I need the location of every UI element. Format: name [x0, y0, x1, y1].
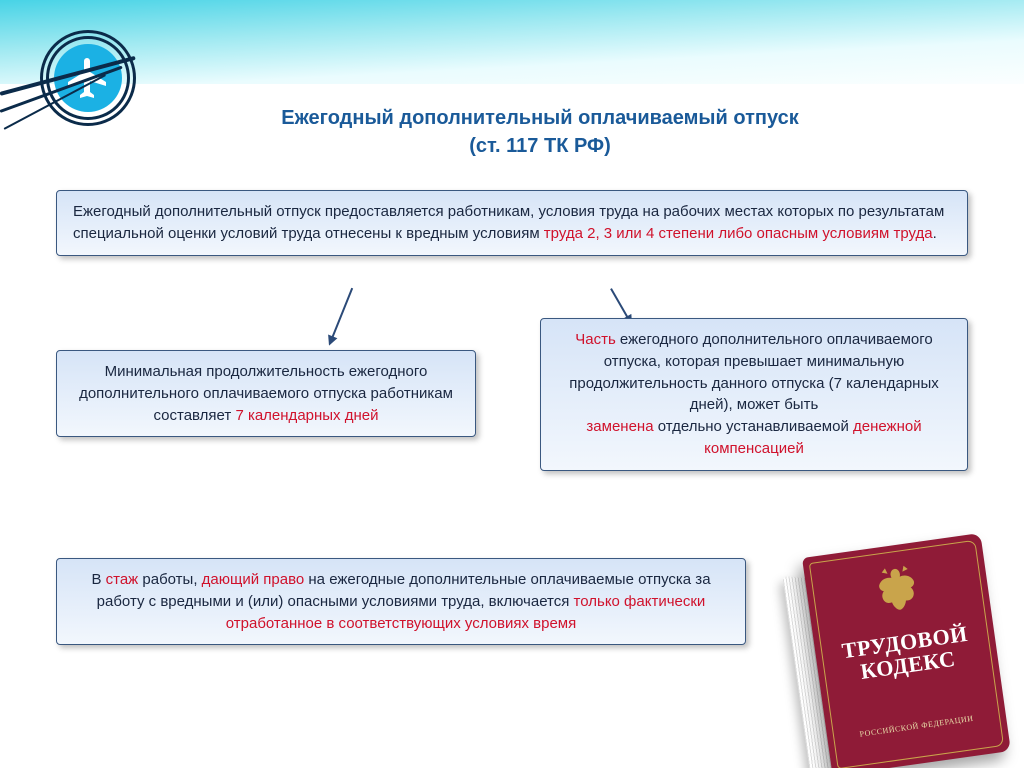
labor-code-book: ТРУДОВОЙ КОДЕКС РОССИЙСКОЙ ФЕДЕРАЦИИ [751, 523, 1011, 768]
highlight-text: заменена [586, 418, 653, 435]
highlight-text: дающий право [202, 571, 305, 588]
highlight-text: труда 2, 3 или 4 степени либо опасным ус… [544, 225, 933, 242]
main-premise-box: Ежегодный дополнительный отпуск предоста… [56, 190, 968, 256]
arrow-to-left-box [329, 288, 353, 344]
highlight-text: 7 календарных дней [235, 407, 378, 424]
text: отдельно устанавливаемой [654, 418, 853, 435]
title-line-1: Ежегодный дополнительный оплачиваемый от… [190, 104, 890, 132]
coat-of-arms-icon [864, 559, 932, 627]
highlight-text: Часть [575, 331, 616, 348]
slide: Ежегодный дополнительный оплачиваемый от… [0, 0, 1024, 768]
header-gradient [0, 0, 1024, 84]
min-duration-box: Минимальная продолжительность ежегодного… [56, 350, 476, 437]
stazh-box: В стаж работы, дающий право на ежегодные… [56, 558, 746, 645]
title-line-2: (ст. 117 ТК РФ) [190, 132, 890, 160]
book-cover: ТРУДОВОЙ КОДЕКС РОССИЙСКОЙ ФЕДЕРАЦИИ [802, 533, 1011, 768]
slide-title: Ежегодный дополнительный оплачиваемый от… [190, 104, 890, 160]
text: ежегодного дополнительного оплачиваемого… [569, 331, 939, 413]
text: . [933, 225, 937, 242]
text: В [91, 571, 105, 588]
text: работы, [138, 571, 201, 588]
header-band [0, 0, 1024, 84]
highlight-text: стаж [106, 571, 139, 588]
compensation-box: Часть ежегодного дополнительного оплачив… [540, 318, 968, 471]
